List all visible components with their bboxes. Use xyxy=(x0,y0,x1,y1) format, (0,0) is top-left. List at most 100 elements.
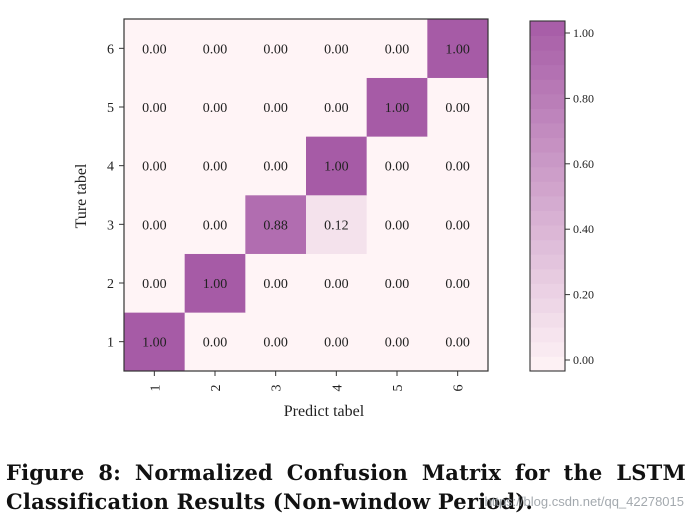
cell-value-label: 0.00 xyxy=(142,218,167,233)
heatmap-cell xyxy=(124,19,185,78)
caption-word: Figure xyxy=(6,460,85,485)
heatmap-cell xyxy=(124,195,185,254)
cell-value-label: 0.00 xyxy=(445,277,470,292)
cell-value-label: 0.00 xyxy=(324,101,349,116)
y-axis-label: Ture tabel xyxy=(73,163,90,228)
cell-value-label: 1.00 xyxy=(142,336,167,351)
colorbar-segment xyxy=(530,137,565,153)
cell-value-label: 0.00 xyxy=(142,101,167,116)
colorbar-segment xyxy=(530,225,565,241)
heatmap-cell xyxy=(245,77,307,137)
colorbar-segment xyxy=(530,254,565,270)
heatmap-cell xyxy=(306,136,367,196)
heatmap-cell xyxy=(124,77,185,137)
heatmap-cell xyxy=(184,77,246,137)
cell-value-label: 0.00 xyxy=(142,277,167,292)
heatmap-cell xyxy=(184,136,246,196)
colorbar-segment xyxy=(530,108,565,124)
heatmap-cell xyxy=(306,77,367,137)
x-tick-label: 4 xyxy=(330,385,345,392)
x-axis-label: Predict tabel xyxy=(284,403,365,420)
cell-value-label: 0.00 xyxy=(203,42,228,57)
colorbar-segment xyxy=(530,196,565,211)
caption-word: Matrix xyxy=(421,460,502,485)
heatmap-cell xyxy=(184,312,246,372)
cell-value-label: 0.00 xyxy=(203,101,228,116)
heatmap-cell xyxy=(245,195,307,254)
cell-value-label: 1.00 xyxy=(203,277,228,292)
cell-value-label: 0.00 xyxy=(385,277,410,292)
heatmap-cell xyxy=(306,19,367,78)
colorbar-segment xyxy=(530,341,565,357)
cell-value-label: 0.00 xyxy=(445,160,470,175)
colorbar-segment xyxy=(530,356,565,372)
heatmap-cell xyxy=(245,19,307,78)
heatmap-cell xyxy=(124,312,185,372)
colorbar-segment xyxy=(530,239,565,255)
colorbar-segment xyxy=(530,268,565,284)
heatmap-cell xyxy=(427,136,489,196)
heatmap-cell xyxy=(366,195,428,254)
cell-value-label: 0.00 xyxy=(324,336,349,351)
caption-line-2: Classification Results (Non-window Perio… xyxy=(6,489,533,514)
caption-word: Normalized xyxy=(134,460,273,485)
colorbar-tick-label: 0.00 xyxy=(573,353,594,367)
cell-value-label: 0.00 xyxy=(203,218,228,233)
cell-value-label: 1.00 xyxy=(445,42,470,57)
colorbar-segment xyxy=(530,93,565,109)
figure-caption: Figure 8: Normalized Confusion Matrix for the L… xyxy=(6,458,686,516)
colorbar-segment xyxy=(530,123,565,139)
cell-value-label: 0.00 xyxy=(263,336,288,351)
cell-value-label: 0.00 xyxy=(263,160,288,175)
cell-value-label: 0.00 xyxy=(142,160,167,175)
cell-value-label: 0.00 xyxy=(203,160,228,175)
cell-value-label: 0.00 xyxy=(445,218,470,233)
colorbar-segment xyxy=(530,21,565,36)
cell-value-label: 0.00 xyxy=(385,218,410,233)
x-tick-label: 1 xyxy=(148,385,163,392)
cell-value-label: 0.00 xyxy=(324,42,349,57)
colorbar-segment xyxy=(530,181,565,197)
heatmap-cell xyxy=(124,253,185,313)
cell-value-label: 1.00 xyxy=(385,101,410,116)
colorbar-segment xyxy=(530,210,565,226)
heatmap-cell xyxy=(427,77,489,137)
y-tick-label: 2 xyxy=(107,277,114,292)
caption-word: for xyxy=(514,460,550,485)
cell-value-label: 0.00 xyxy=(385,336,410,351)
heatmap-cell xyxy=(245,312,307,372)
cell-value-label: 0.00 xyxy=(142,42,167,57)
caption-line-1: Figure 8: Normalized Confusion Matrix for the L… xyxy=(6,458,686,487)
colorbar-tick-label: 0.20 xyxy=(573,288,594,302)
cell-value-label: 0.00 xyxy=(445,101,470,116)
heatmap-cell xyxy=(366,312,428,372)
cell-value-label: 0.88 xyxy=(263,218,288,233)
colorbar-tick-label: 1.00 xyxy=(573,26,594,40)
heatmap-cell xyxy=(184,19,246,78)
heatmap-cell xyxy=(306,195,367,254)
watermark-url: https://blog.csdn.net/qq_42278015 xyxy=(484,494,685,509)
colorbar-segment xyxy=(530,327,565,343)
colorbar-segment xyxy=(530,79,565,95)
cell-value-label: 0.00 xyxy=(324,277,349,292)
heatmap-cell xyxy=(427,19,489,78)
colorbar-segment xyxy=(530,298,565,314)
colorbar-segment xyxy=(530,166,565,182)
colorbar-segment xyxy=(530,64,565,80)
heatmap-cell xyxy=(124,136,185,196)
y-tick-label: 1 xyxy=(107,336,114,351)
heatmap-cell xyxy=(366,253,428,313)
confusion-matrix-figure: 1.00 0.00 0.00 0.00 0.00 0.00 0.00 1.00 0.00 0.00… xyxy=(73,18,594,420)
heatmap-cell xyxy=(427,195,489,254)
colorbar-segment xyxy=(530,152,565,168)
x-tick-label: 2 xyxy=(209,385,224,392)
heatmap-cell xyxy=(245,253,307,313)
y-tick-label: 6 xyxy=(107,42,114,57)
heatmap-cell xyxy=(184,195,246,254)
colorbar-segment xyxy=(530,35,565,51)
caption-word: LSTM xyxy=(616,460,686,485)
heatmap-cell xyxy=(245,136,307,196)
y-tick-label: 5 xyxy=(107,101,114,116)
cell-value-label: 0.00 xyxy=(203,336,228,351)
colorbar-tick-label: 0.60 xyxy=(573,157,594,171)
